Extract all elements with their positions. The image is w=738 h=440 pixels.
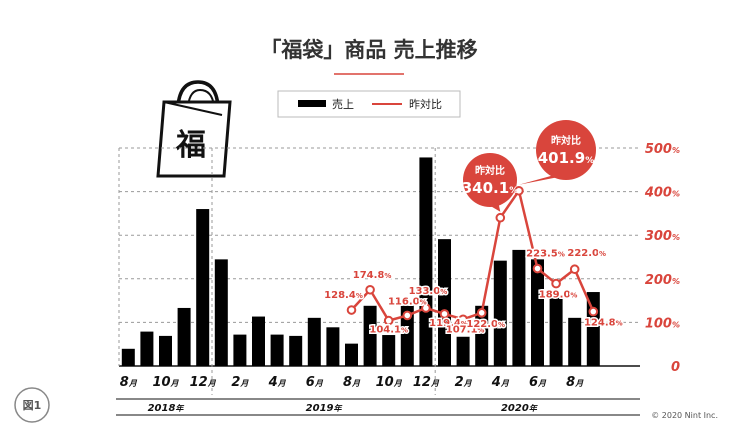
yoy-point	[383, 315, 394, 326]
sales-bar	[493, 260, 507, 366]
x-tick-label: 2月	[455, 375, 473, 390]
x-tick-label: 8月	[566, 375, 584, 390]
sales-bar	[196, 209, 210, 366]
yoy-point	[346, 305, 357, 315]
x-tick-label: 8月	[343, 375, 361, 390]
sales-bar	[512, 249, 526, 366]
year-label: 2019年	[306, 403, 343, 414]
yoy-value-label: 174.8%	[353, 270, 392, 281]
chart-title: 「福袋」商品 売上推移	[260, 38, 477, 62]
legend-bar-swatch	[298, 100, 326, 107]
yoy-line	[346, 185, 599, 326]
yoy-value-label: 107.1%	[446, 324, 485, 335]
sales-bar	[326, 327, 340, 366]
sales-bar	[159, 335, 172, 366]
sales-bar	[382, 335, 396, 366]
yoy-value-label: 119.4%	[429, 318, 468, 329]
sales-bar	[214, 259, 228, 366]
y-tick-label: 500%	[645, 142, 680, 157]
yoy-point	[402, 310, 413, 321]
y-tick-label: 300%	[645, 229, 680, 244]
yoy-point	[569, 264, 580, 275]
x-tick-label: 8月	[120, 375, 138, 390]
sales-bar	[419, 157, 433, 366]
yoy-callouts: 昨対比 340.1% 昨対比 401.9%	[462, 120, 596, 212]
sales-bar	[475, 305, 489, 366]
figure-label: 図1	[14, 387, 50, 423]
yoy-value-label: 128.4%	[324, 290, 363, 301]
yoy-point	[458, 314, 468, 325]
yoy-point	[439, 309, 450, 319]
sales-bar	[549, 295, 563, 366]
x-tick-label: 4月	[268, 375, 287, 390]
yoy-point	[476, 308, 487, 318]
x-tick-label: 4月	[491, 375, 510, 390]
shopping-bag-icon: 福	[156, 80, 232, 178]
sales-bar	[400, 305, 414, 366]
callout-head: 昨対比	[475, 164, 505, 177]
y-tick-label: 100%	[645, 316, 680, 331]
callout-bubble: 昨対比 340.1%	[462, 153, 518, 212]
x-tick-label: 6月	[529, 375, 547, 390]
sales-bar	[363, 305, 377, 366]
bag-character: 福	[175, 128, 206, 163]
right-axis: 500% 400% 300% 200% 100% 0	[644, 142, 680, 375]
sales-bar	[531, 259, 544, 366]
sales-bar	[270, 334, 284, 366]
yoy-point	[588, 306, 599, 317]
yoy-point	[365, 284, 375, 295]
yoy-point	[514, 185, 524, 196]
sales-bar	[438, 239, 451, 366]
callout-value: 340.1%	[462, 179, 518, 197]
sales-bar	[289, 335, 303, 366]
x-tick-label: 12月	[190, 375, 217, 390]
legend-line-label: 昨対比	[409, 97, 442, 111]
yoy-value-label: 116.0%	[388, 296, 427, 307]
year-label: 2018年	[148, 403, 185, 414]
callout-value: 401.9%	[538, 149, 594, 167]
callout-head: 昨対比	[551, 134, 581, 147]
yoy-value-label: 122.0%	[466, 319, 505, 330]
yoy-point	[551, 278, 561, 289]
sales-bar	[252, 316, 265, 366]
legend: 売上 昨対比	[277, 90, 461, 118]
yoy-value-labels: 128.4% 174.8% 104.1% 116.0%133.0% 119.4%107.…	[323, 247, 624, 337]
sales-bar	[140, 331, 154, 366]
x-tick-label: 2月	[231, 375, 249, 390]
yoy-value-label: 124.8%	[584, 318, 623, 329]
yoy-point	[495, 212, 506, 223]
y-tick-label: 400%	[644, 186, 680, 201]
callout-bubble: 昨対比 401.9%	[518, 120, 596, 185]
yoy-value-label: 133.0%	[409, 286, 448, 297]
yoy-point	[421, 303, 431, 313]
sales-bar	[177, 307, 191, 366]
sales-bar	[345, 343, 358, 366]
year-label: 2020年	[501, 403, 538, 414]
sales-bar	[121, 348, 135, 366]
x-tick-label: 10月	[376, 375, 403, 390]
x-tick-label: 12月	[413, 375, 440, 390]
yoy-value-label: 223.5%	[526, 249, 565, 260]
figure-label-text: 図1	[23, 398, 42, 412]
sales-bar	[568, 317, 582, 366]
y-tick-label: 200%	[645, 273, 680, 288]
yoy-value-label: 222.0%	[567, 248, 606, 259]
sales-bar	[233, 334, 247, 366]
yoy-value-label: 189.0%	[539, 290, 578, 301]
copyright: © 2020 Nint Inc.	[651, 411, 718, 420]
sales-bar	[456, 336, 470, 366]
x-tick-label: 6月	[306, 375, 324, 390]
yoy-value-label: 104.1%	[369, 325, 408, 336]
sales-bar	[307, 317, 321, 366]
x-axis: 8月 10月 12月 2月 4月 6月 8月 10月 12月 2月 4月 6月 8月	[120, 375, 584, 390]
x-tick-label: 10月	[152, 375, 179, 390]
sales-bars	[121, 157, 600, 366]
year-bands: 2018年 2019年 2020年	[116, 398, 640, 416]
yoy-point	[532, 263, 543, 274]
legend-bar-label: 売上	[332, 98, 354, 111]
y-tick-label: 0	[671, 360, 680, 375]
